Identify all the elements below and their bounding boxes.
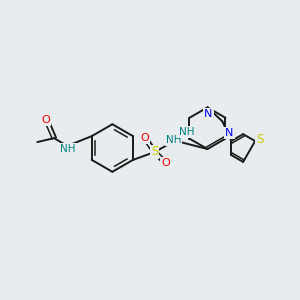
Text: NH: NH [60, 144, 76, 154]
Text: NH: NH [166, 135, 181, 145]
Text: S: S [256, 133, 264, 146]
Text: S: S [151, 146, 158, 158]
Text: O: O [42, 115, 51, 125]
Text: N: N [204, 109, 213, 119]
Text: O: O [161, 158, 170, 168]
Text: O: O [140, 133, 149, 143]
Text: NH: NH [179, 127, 194, 137]
Text: N: N [225, 128, 234, 138]
